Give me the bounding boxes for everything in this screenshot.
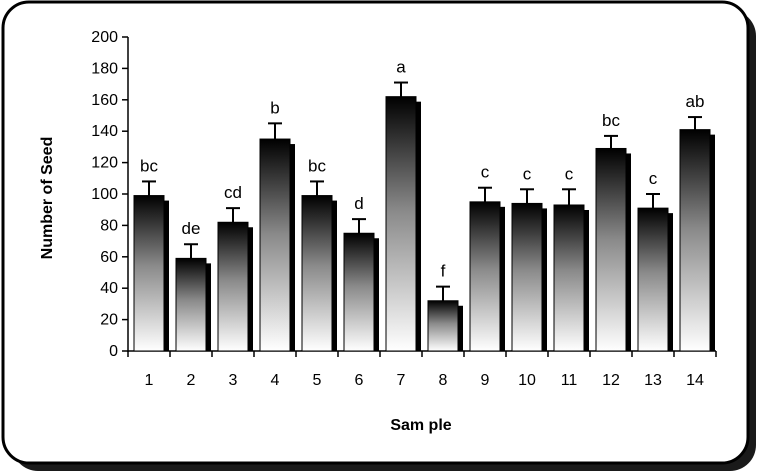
significance-letter: c [565, 164, 574, 183]
bar-5 [301, 195, 333, 352]
x-tick-label: 14 [686, 372, 704, 389]
bar-6 [343, 232, 375, 352]
significance-letter: cd [224, 183, 242, 202]
significance-letter: c [481, 163, 490, 182]
bar-7 [385, 96, 417, 352]
x-tick-label: 9 [481, 372, 490, 389]
x-tick-label: 3 [229, 372, 238, 389]
y-tick-label: 20 [100, 312, 118, 329]
y-tick-label: 160 [91, 92, 118, 109]
bar-1 [133, 195, 165, 352]
significance-letter: c [523, 164, 532, 183]
bar-4 [259, 138, 291, 352]
x-tick-label: 12 [602, 372, 620, 389]
x-tick-label: 2 [187, 372, 196, 389]
bar-8 [427, 300, 459, 352]
x-tick-label: 11 [561, 372, 578, 389]
bar-10 [511, 202, 543, 352]
y-tick-label: 0 [109, 343, 118, 360]
y-tick-label: 80 [100, 217, 118, 234]
significance-letters: bc de cd b bc d a f c c c bc c ab [140, 58, 704, 281]
x-axis-ticks: 1 2 3 4 5 6 7 8 9 10 11 12 13 14 [127, 351, 717, 389]
bar-3 [217, 221, 249, 352]
bar-11 [553, 204, 585, 352]
y-axis-ticks: 0 20 40 60 80 100 120 140 160 180 200 [91, 29, 128, 360]
significance-letter: bc [140, 156, 158, 175]
significance-letter: bc [602, 111, 620, 130]
x-tick-label: 13 [644, 372, 662, 389]
bar-14 [679, 129, 711, 352]
significance-letter: ab [686, 92, 705, 111]
significance-letter: b [270, 98, 279, 117]
y-tick-label: 100 [91, 186, 118, 203]
significance-letter: de [182, 219, 201, 238]
x-tick-label: 6 [355, 372, 364, 389]
x-tick-label: 1 [145, 372, 154, 389]
x-tick-label: 7 [397, 372, 406, 389]
x-tick-label: 10 [518, 372, 536, 389]
bar-9 [469, 201, 501, 352]
y-tick-label: 180 [91, 60, 118, 77]
x-axis-title: Sam ple [390, 417, 451, 434]
bar-13 [637, 207, 669, 352]
y-axis-title: Number of Seed [39, 137, 56, 260]
significance-letter: f [441, 262, 446, 281]
x-tick-label: 5 [313, 372, 322, 389]
significance-letter: d [354, 194, 363, 213]
bar-12 [595, 147, 627, 352]
x-tick-label: 4 [271, 372, 280, 389]
significance-letter: a [396, 58, 406, 77]
x-tick-label: 8 [439, 372, 448, 389]
y-tick-label: 40 [100, 280, 118, 297]
y-tick-label: 140 [91, 123, 118, 140]
y-tick-label: 200 [91, 29, 118, 46]
significance-letter: c [649, 169, 658, 188]
y-tick-label: 60 [100, 249, 118, 266]
bar-2 [175, 257, 207, 352]
significance-letter: bc [308, 156, 326, 175]
y-tick-label: 120 [91, 155, 118, 172]
bars [133, 81, 715, 352]
